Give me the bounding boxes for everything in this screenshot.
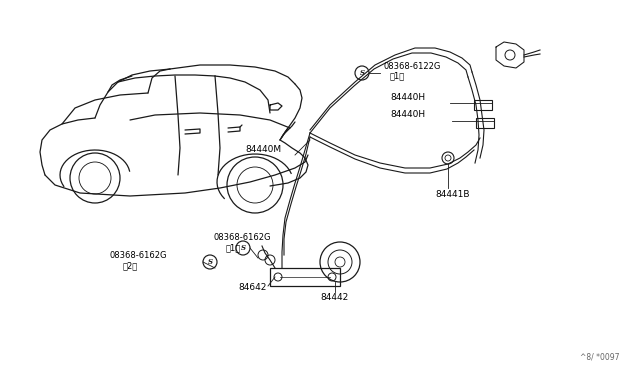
Text: 84440H: 84440H [390,110,425,119]
Text: 84642: 84642 [238,283,266,292]
Text: ^8/ *0097: ^8/ *0097 [580,353,620,362]
Bar [474,100,492,110]
Text: S: S [241,244,246,252]
Text: 84440M: 84440M [245,145,281,154]
Bar [476,118,494,128]
Text: 84441B: 84441B [435,190,470,199]
Text: （1）: （1） [226,243,241,252]
Text: S: S [207,258,212,266]
Text: （1）: （1） [390,71,405,80]
Text: 84440H: 84440H [390,93,425,102]
Text: 08368-6162G: 08368-6162G [213,233,271,242]
Bar [270,268,340,286]
Text: 08368-6162G: 08368-6162G [110,251,168,260]
Text: S: S [360,69,365,77]
Text: 84442: 84442 [320,293,348,302]
Text: 08368-6122G: 08368-6122G [383,62,440,71]
Text: 〈2〉: 〈2〉 [123,261,138,270]
